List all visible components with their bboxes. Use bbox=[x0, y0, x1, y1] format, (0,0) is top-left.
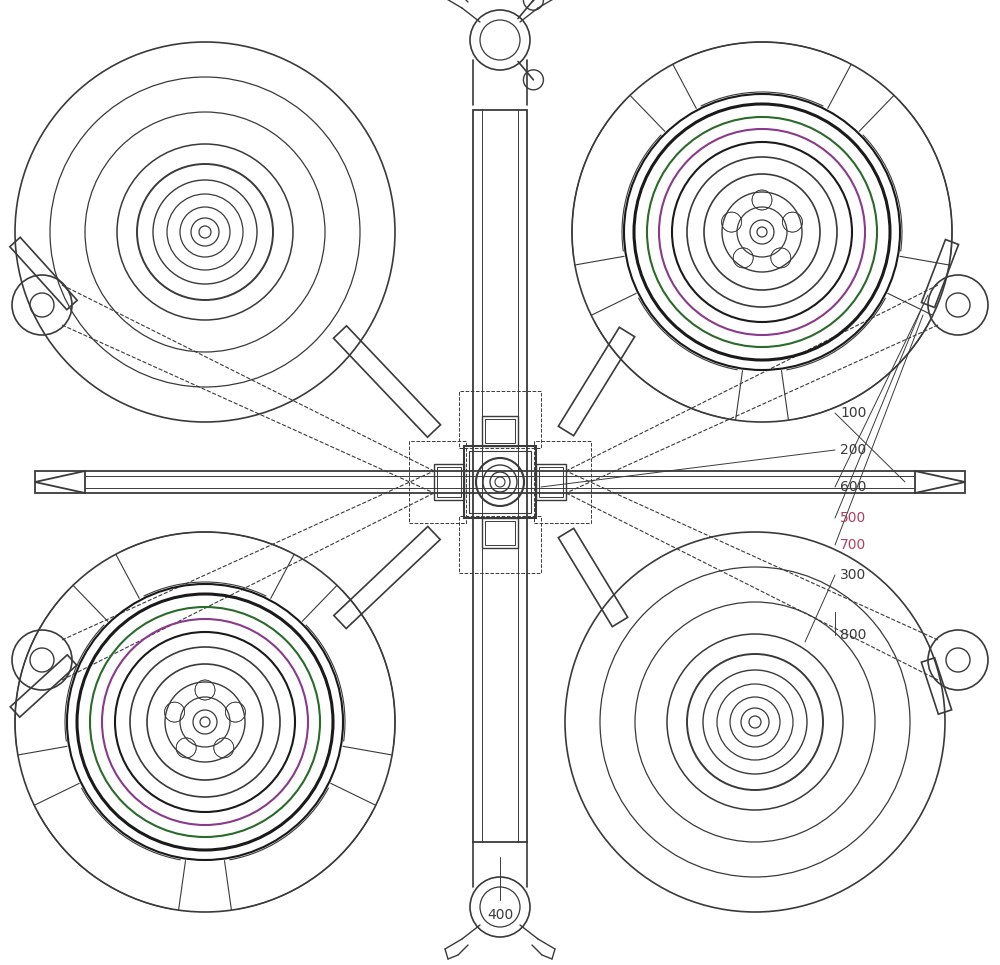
Bar bbox=[469, 451, 531, 513]
Polygon shape bbox=[10, 237, 77, 310]
Bar bbox=[485, 521, 515, 545]
Text: 500: 500 bbox=[840, 511, 866, 525]
Polygon shape bbox=[915, 471, 965, 493]
Text: 400: 400 bbox=[487, 908, 513, 922]
Polygon shape bbox=[333, 326, 441, 437]
Bar bbox=[35, 471, 965, 493]
Text: 200: 200 bbox=[840, 443, 866, 457]
Bar bbox=[539, 467, 563, 497]
Polygon shape bbox=[921, 658, 952, 714]
Bar bbox=[482, 416, 518, 446]
Bar bbox=[534, 441, 591, 523]
Bar bbox=[482, 518, 518, 548]
Polygon shape bbox=[921, 239, 959, 308]
Polygon shape bbox=[558, 528, 628, 626]
Bar bbox=[409, 441, 466, 523]
Text: 300: 300 bbox=[840, 568, 866, 582]
Text: 100: 100 bbox=[840, 406, 866, 420]
Text: 600: 600 bbox=[840, 480, 866, 494]
Bar bbox=[437, 467, 461, 497]
Bar bbox=[464, 446, 536, 518]
Bar bbox=[473, 110, 527, 842]
Bar bbox=[459, 516, 541, 573]
Bar bbox=[434, 464, 464, 500]
Text: 800: 800 bbox=[840, 628, 866, 642]
Polygon shape bbox=[35, 471, 85, 493]
Polygon shape bbox=[10, 655, 77, 717]
Bar bbox=[485, 419, 515, 443]
Bar bbox=[536, 464, 566, 500]
Polygon shape bbox=[558, 327, 635, 436]
Bar bbox=[459, 391, 541, 448]
Text: 700: 700 bbox=[840, 538, 866, 552]
Polygon shape bbox=[334, 527, 440, 628]
